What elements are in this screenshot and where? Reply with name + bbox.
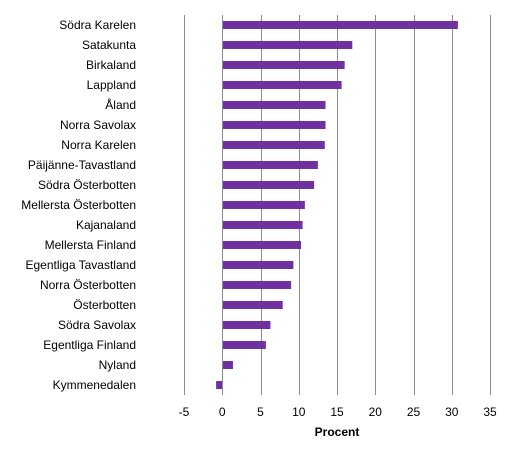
x-tick-label: 15: [330, 405, 344, 419]
bar: [222, 321, 271, 329]
bar: [222, 161, 318, 169]
bar: [222, 341, 266, 349]
bar: [222, 121, 326, 129]
bar: [216, 381, 223, 389]
category-label: Österbotten: [73, 298, 136, 312]
bars: [216, 21, 458, 389]
x-tick-label: 5: [257, 405, 264, 419]
category-label: Norra Österbotten: [40, 278, 136, 292]
category-label: Kymmenedalen: [53, 378, 136, 392]
bar: [222, 21, 458, 29]
category-label: Egentliga Tavastland: [25, 258, 136, 272]
category-label: Södra Karelen: [59, 18, 136, 32]
bar: [222, 61, 345, 69]
bar: [222, 201, 305, 209]
x-tick-label: 20: [369, 405, 383, 419]
bar: [222, 141, 325, 149]
category-label: Norra Karelen: [61, 138, 136, 152]
tick-labels: -5 0 5 10 15 20 25 30 35: [179, 405, 497, 419]
bar: [222, 361, 233, 369]
category-label: Birkaland: [86, 58, 136, 72]
bar: [222, 281, 292, 289]
category-label: Päijänne-Tavastland: [28, 158, 136, 172]
category-label: Mellersta Finland: [45, 238, 136, 252]
bar: [222, 81, 342, 89]
category-label: Egentliga Finland: [43, 338, 136, 352]
x-tick-label: 35: [483, 405, 497, 419]
category-labels: Södra Karelen Satakunta Birkaland Lappland Å…: [21, 18, 136, 392]
category-label: Nyland: [99, 358, 136, 372]
x-tick-label: 25: [407, 405, 421, 419]
x-tick-label: -5: [179, 405, 190, 419]
x-tick-label: 30: [445, 405, 459, 419]
bar: [222, 181, 315, 189]
x-tick-label: 0: [219, 405, 226, 419]
category-label: Södra Savolax: [58, 318, 136, 332]
category-label: Satakunta: [82, 38, 136, 52]
category-label: Norra Savolax: [60, 118, 136, 132]
bar: [222, 241, 302, 249]
category-label: Mellersta Österbotten: [21, 198, 136, 212]
category-label: Kajanaland: [76, 218, 136, 232]
x-axis-title: Procent: [315, 425, 360, 439]
bar: [222, 261, 294, 269]
bar: [222, 221, 303, 229]
x-tick-label: 10: [292, 405, 306, 419]
category-label: Lappland: [87, 78, 136, 92]
category-label: Södra Österbotten: [38, 178, 136, 192]
category-label: Åland: [105, 97, 136, 112]
bar: [222, 301, 283, 309]
bar: [222, 41, 353, 49]
bar: [222, 101, 326, 109]
